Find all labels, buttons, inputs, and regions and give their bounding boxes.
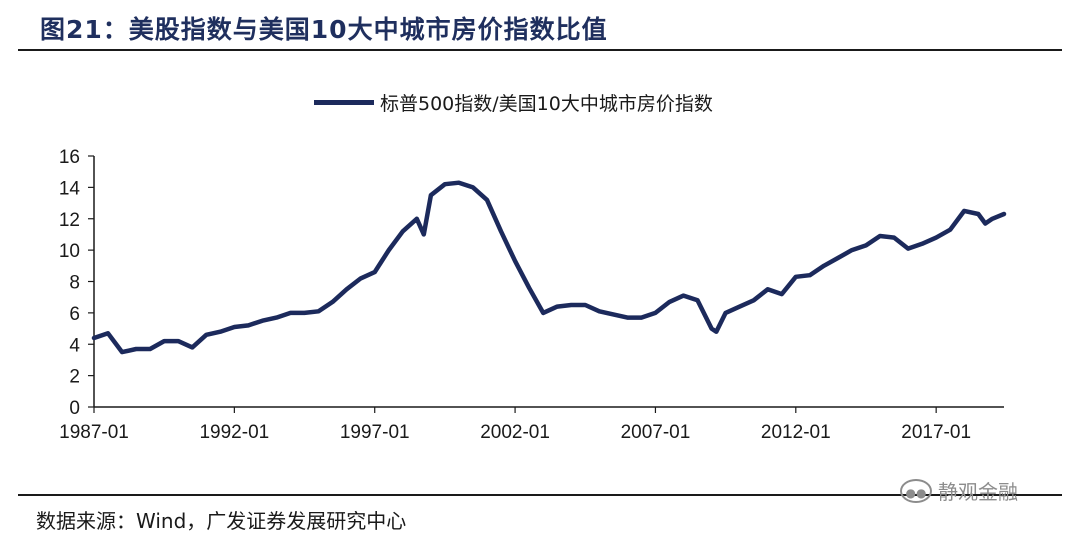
x-tick-label: 2007-01 (621, 422, 691, 443)
wechat-icon: ●● (900, 478, 932, 503)
x-tick-label: 1997-01 (340, 422, 410, 443)
series-line (91, 180, 1007, 355)
y-tick-label: 2 (69, 367, 80, 388)
watermark-text: 静观金融 (938, 480, 1018, 504)
chart-legend: 标普500指数/美国10大中城市房价指数 (314, 88, 713, 116)
legend-label: 标普500指数/美国10大中城市房价指数 (380, 92, 713, 115)
title-divider (18, 49, 1062, 51)
y-tick-label: 12 (59, 210, 80, 231)
chart-series (91, 180, 1007, 355)
source-divider (18, 494, 1062, 496)
y-tick-label: 16 (59, 147, 80, 168)
x-tick-label: 2017-01 (901, 422, 971, 443)
y-tick-label: 4 (69, 335, 80, 356)
source-note: 数据来源：Wind，广发证券发展研究中心 (36, 509, 407, 533)
y-tick-label: 10 (59, 241, 80, 262)
chart-ticks: 0 2 4 6 8 10 12 14 16 1987-01 1992-01 1997-01 2002-0… (59, 147, 971, 443)
y-tick-label: 6 (69, 304, 80, 325)
x-tick-label: 1992-01 (199, 422, 269, 443)
figure-title: 图21：美股指数与美国10大中城市房价指数比值 (40, 15, 608, 44)
x-tick-label: 2002-01 (480, 422, 550, 443)
y-tick-label: 14 (59, 178, 81, 199)
legend-swatch (314, 99, 374, 105)
x-tick-label: 1987-01 (59, 422, 129, 443)
watermark: ●● 静观金融 (900, 476, 1018, 505)
chart-axes (93, 156, 1004, 408)
y-tick-label: 0 (69, 398, 80, 419)
y-tick-label: 8 (69, 273, 80, 294)
x-tick-label: 2012-01 (761, 422, 831, 443)
